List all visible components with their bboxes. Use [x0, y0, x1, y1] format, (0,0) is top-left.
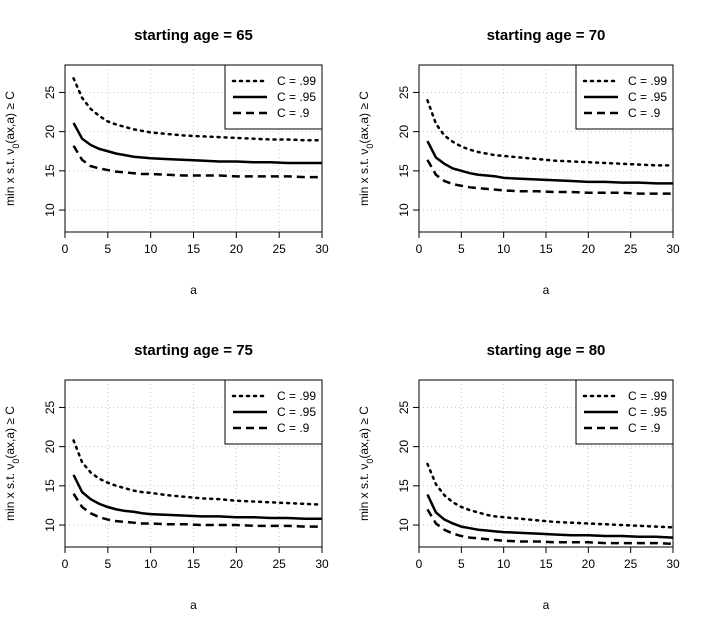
- x-tick-label: 5: [458, 557, 465, 571]
- x-tick-label: 20: [230, 242, 244, 256]
- x-tick-label: 10: [144, 557, 158, 571]
- series-line-solid: [426, 140, 673, 185]
- x-tick-label: 5: [458, 242, 465, 256]
- legend-label: C = .95: [628, 90, 667, 104]
- series-line-solid: [72, 122, 322, 165]
- x-tick-label: 25: [624, 242, 638, 256]
- x-tick-label: 15: [187, 557, 201, 571]
- x-tick-label: 30: [666, 557, 680, 571]
- legend: C = .99 C = .95 C = .9: [224, 379, 323, 445]
- x-axis-label: a: [543, 283, 550, 297]
- y-axis-label: min x s.t. ν0(ax,a) ≥ C: [3, 406, 21, 521]
- chart-panel-4: starting age = 80 0 5 10 15 20 25 30 10 15 20 25 a mi…: [357, 342, 680, 612]
- series-line-dotted: [426, 99, 673, 167]
- y-tick-label: 20: [43, 125, 57, 139]
- y-tick-label: 25: [43, 85, 57, 99]
- y-tick-label: 10: [43, 203, 57, 217]
- y-tick-label: 25: [43, 400, 57, 414]
- x-tick-label: 5: [104, 242, 111, 256]
- legend-label: C = .99: [628, 389, 667, 403]
- x-tick-label: 30: [315, 557, 329, 571]
- x-tick-label: 5: [104, 557, 111, 571]
- y-tick-label: 20: [397, 440, 411, 454]
- x-tick-label: 0: [62, 557, 69, 571]
- y-tick-label: 10: [43, 518, 57, 532]
- x-tick-label: 0: [62, 242, 69, 256]
- y-tick-label: 20: [397, 125, 411, 139]
- legend-label: C = .99: [277, 74, 316, 88]
- series-line-dashed: [72, 145, 322, 179]
- x-tick-label: 0: [416, 242, 423, 256]
- x-tick-label: 15: [187, 242, 201, 256]
- y-tick-label: 25: [397, 85, 411, 99]
- series-line-dashed: [72, 493, 322, 528]
- series-line-dotted: [72, 439, 322, 506]
- y-axis-label: min x s.t. ν0(ax,a) ≥ C: [357, 406, 375, 521]
- legend-label: C = .9: [628, 421, 661, 435]
- x-tick-label: 25: [272, 557, 286, 571]
- y-tick-label: 15: [43, 479, 57, 493]
- x-tick-label: 10: [497, 242, 511, 256]
- legend-label: C = .95: [628, 405, 667, 419]
- y-tick-label: 10: [397, 203, 411, 217]
- x-tick-label: 20: [582, 242, 596, 256]
- chart-title: starting age = 80: [487, 342, 606, 359]
- legend-label: C = .9: [277, 106, 310, 120]
- legend-label: C = .99: [628, 74, 667, 88]
- x-axis-label: a: [190, 283, 197, 297]
- x-tick-label: 10: [497, 557, 511, 571]
- series-line-solid: [72, 474, 322, 521]
- y-tick-label: 20: [43, 440, 57, 454]
- x-tick-label: 20: [230, 557, 244, 571]
- y-tick-label: 25: [397, 400, 411, 414]
- legend-label: C = .95: [277, 405, 316, 419]
- series-line-dashed: [426, 159, 673, 195]
- y-tick-label: 15: [397, 479, 411, 493]
- x-tick-label: 30: [666, 242, 680, 256]
- chart-panel-1: starting age = 65 0 5 10 15 20 25 30 10 15 20 25 a mi…: [3, 27, 329, 297]
- legend-label: C = .9: [277, 421, 310, 435]
- chart-panel-3: starting age = 75 0 5 10 15 20 25 30 10 15 20 25 a mi…: [3, 342, 329, 612]
- y-tick-label: 10: [397, 518, 411, 532]
- x-tick-label: 25: [272, 242, 286, 256]
- legend-label: C = .95: [277, 90, 316, 104]
- x-axis-label: a: [543, 598, 550, 612]
- x-tick-label: 30: [315, 242, 329, 256]
- chart-title: starting age = 65: [134, 27, 253, 44]
- legend: C = .99 C = .95 C = .9: [575, 379, 674, 445]
- y-tick-label: 15: [397, 164, 411, 178]
- y-axis-label: min x s.t. ν0(ax,a) ≥ C: [3, 91, 21, 206]
- x-axis-label: a: [190, 598, 197, 612]
- x-tick-label: 25: [624, 557, 638, 571]
- legend-label: C = .9: [628, 106, 661, 120]
- series-line-dotted: [72, 77, 322, 142]
- x-tick-label: 20: [582, 557, 596, 571]
- legend: C = .99 C = .95 C = .9: [224, 64, 323, 130]
- series-line-dotted: [426, 462, 673, 529]
- x-tick-label: 15: [539, 557, 553, 571]
- chart-title: starting age = 75: [134, 342, 253, 359]
- chart-panel-2: starting age = 70 0 5 10 15 20 25 30 10 15 20 25 a mi…: [357, 27, 680, 297]
- x-tick-label: 0: [416, 557, 423, 571]
- y-axis-label: min x s.t. ν0(ax,a) ≥ C: [357, 91, 375, 206]
- series-line-dashed: [426, 508, 673, 546]
- series-line-solid: [426, 493, 673, 539]
- chart-title: starting age = 70: [487, 27, 606, 44]
- legend-label: C = .99: [277, 389, 316, 403]
- x-tick-label: 10: [144, 242, 158, 256]
- x-tick-label: 15: [539, 242, 553, 256]
- y-tick-label: 15: [43, 164, 57, 178]
- legend: C = .99 C = .95 C = .9: [575, 64, 674, 130]
